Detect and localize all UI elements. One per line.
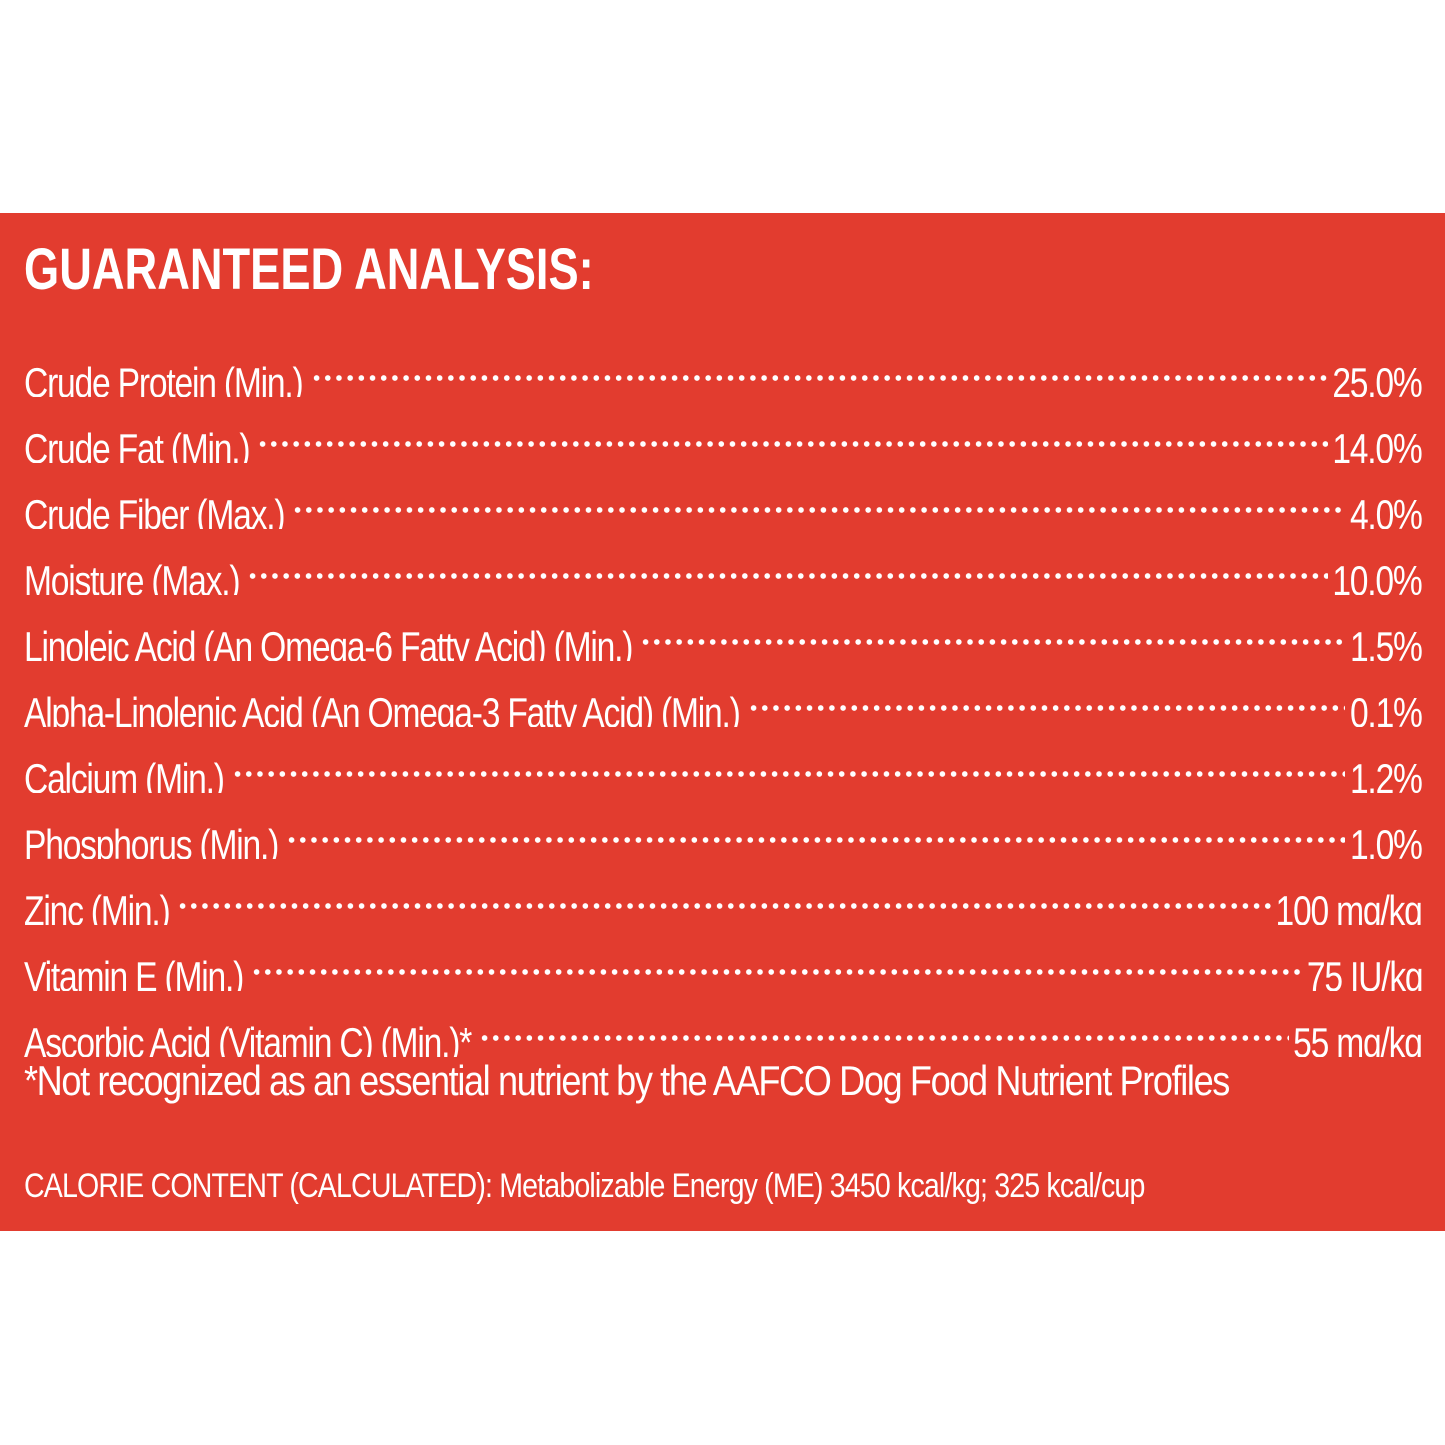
dot-leader [247,529,1328,595]
analysis-row-crude-fat: Crude Fat (Min.) 14.0% [24,397,1422,463]
dot-leader [479,991,1289,1057]
analysis-label: Moisture (Max.) [24,557,241,595]
aafco-footnote: *Not recognized as an essential nutrient… [24,1051,1424,1111]
analysis-row-linoleic-acid: Linoleic Acid (An Omega-6 Fatty Acid) (M… [24,595,1422,661]
analysis-label: Alpha-Linolenic Acid (An Omega-3 Fatty A… [24,689,741,727]
analysis-label: Crude Fiber (Max.) [24,491,286,529]
analysis-value: 75 IU/kg [1306,953,1422,991]
analysis-value: 55 mg/kg [1293,1019,1422,1057]
analysis-row-alpha-linolenic-acid: Alpha-Linolenic Acid (An Omega-3 Fatty A… [24,661,1422,727]
analysis-label: Crude Fat (Min.) [24,425,251,463]
analysis-label: Crude Protein (Min.) [24,359,304,397]
dot-leader [292,463,1346,529]
analysis-label: Calcium (Min.) [24,755,225,793]
dot-leader [310,331,1328,397]
analysis-value: 1.5% [1350,623,1422,661]
analysis-row-crude-protein: Crude Protein (Min.) 25.0% [24,331,1422,397]
analysis-value: 25.0% [1332,359,1422,397]
analysis-value: 10.0% [1332,557,1422,595]
analysis-value: 1.2% [1350,755,1422,793]
analysis-value: 0.1% [1350,689,1422,727]
dot-leader [257,397,1328,463]
dot-leader [251,925,1302,991]
dot-leader [231,727,1346,793]
calorie-content: CALORIE CONTENT (CALCULATED): Metaboliza… [24,1161,1358,1211]
panel-title: GUARANTEED ANALYSIS: [24,237,594,302]
calorie-content-text: CALORIE CONTENT (CALCULATED): Metaboliza… [24,1167,1145,1205]
analysis-row-phosphorus: Phosphorus (Min.) 1.0% [24,793,1422,859]
analysis-row-calcium: Calcium (Min.) 1.2% [24,727,1422,793]
footnote-text: *Not recognized as an essential nutrient… [24,1057,1230,1104]
dot-leader [640,595,1346,661]
analysis-label: Linoleic Acid (An Omega-6 Fatty Acid) (M… [24,623,633,661]
analysis-value: 14.0% [1332,425,1422,463]
analysis-row-crude-fiber: Crude Fiber (Max.) 4.0% [24,463,1422,529]
dot-leader [286,793,1346,859]
analysis-value: 4.0% [1350,491,1422,529]
analysis-label: Vitamin E (Min.) [24,953,244,991]
analysis-row-ascorbic-acid: Ascorbic Acid (Vitamin C) (Min.)* 55 mg/… [24,991,1422,1057]
analysis-row-vitamin-e: Vitamin E (Min.) 75 IU/kg [24,925,1422,991]
analysis-row-moisture: Moisture (Max.) 10.0% [24,529,1422,595]
analysis-list: Crude Protein (Min.) 25.0% Crude Fat (Mi… [24,331,1422,1057]
analysis-row-zinc: Zinc (Min.) 100 mg/kg [24,859,1422,925]
analysis-value: 1.0% [1350,821,1422,859]
dot-leader [747,661,1346,727]
analysis-label: Zinc (Min.) [24,887,171,925]
dot-leader [177,859,1271,925]
guaranteed-analysis-panel: GUARANTEED ANALYSIS: Crude Protein (Min.… [0,213,1445,1231]
analysis-label: Ascorbic Acid (Vitamin C) (Min.)* [24,1019,472,1057]
analysis-label: Phosphorus (Min.) [24,821,279,859]
analysis-value: 100 mg/kg [1275,887,1422,925]
